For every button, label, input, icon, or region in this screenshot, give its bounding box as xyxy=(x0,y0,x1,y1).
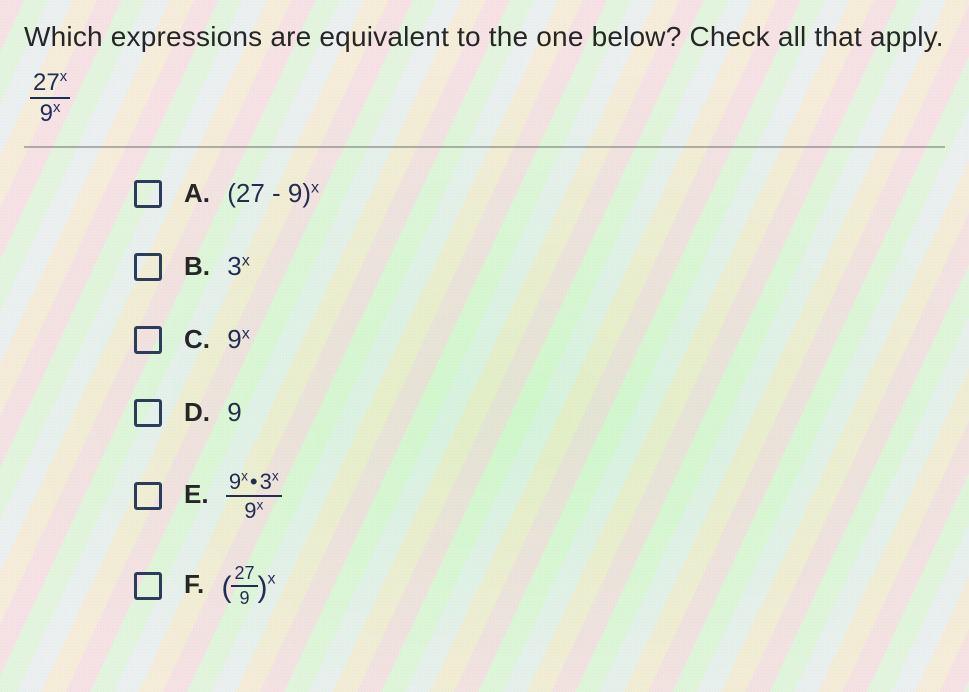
checkbox-a[interactable] xyxy=(134,180,162,208)
option-f-content: F. ( 27 9 )x xyxy=(184,564,276,608)
e-n1-base: 9 xyxy=(229,469,241,494)
option-a[interactable]: A. (27 - 9)x xyxy=(134,178,945,209)
question-prompt: Which expressions are equivalent to the … xyxy=(24,18,945,56)
option-e-denominator: 9x xyxy=(226,497,282,522)
e-d-exp: x xyxy=(256,498,263,513)
option-a-base: (27 - 9) xyxy=(227,178,311,208)
option-b-base: 3 xyxy=(227,251,241,281)
question-panel: Which expressions are equivalent to the … xyxy=(0,0,969,608)
f-num: 27 xyxy=(231,564,257,587)
option-e-numerator: 9x•3x xyxy=(226,470,282,497)
option-c[interactable]: C. 9x xyxy=(134,324,945,355)
checkbox-f[interactable] xyxy=(134,572,162,600)
option-c-exp: x xyxy=(242,325,250,343)
e-n2-exp: x xyxy=(272,469,279,484)
e-n1-exp: x xyxy=(241,469,248,484)
divider xyxy=(24,146,945,148)
fraction-denominator: 9x xyxy=(30,99,70,126)
checkbox-e[interactable] xyxy=(134,482,162,510)
option-c-content: C. 9x xyxy=(184,324,250,355)
option-b-letter: B. xyxy=(184,251,210,281)
den-exp: x xyxy=(53,100,60,116)
option-b-exp: x xyxy=(242,252,250,270)
option-f-letter: F. xyxy=(184,569,204,599)
option-a-letter: A. xyxy=(184,178,210,208)
option-d-content: D. 9 xyxy=(184,397,242,428)
option-d[interactable]: D. 9 xyxy=(134,397,945,428)
option-e[interactable]: E. 9x•3x 9x xyxy=(134,470,945,522)
option-e-letter: E. xyxy=(184,479,209,509)
option-a-exp: x xyxy=(311,179,319,197)
option-e-content: E. 9x•3x 9x xyxy=(184,470,282,522)
fraction-numerator: 27x xyxy=(30,70,70,99)
question-expression: 27x 9x xyxy=(30,70,945,126)
f-open: ( xyxy=(221,571,231,604)
option-b[interactable]: B. 3x xyxy=(134,251,945,282)
option-e-fraction: 9x•3x 9x xyxy=(226,470,282,522)
checkbox-b[interactable] xyxy=(134,253,162,281)
option-a-content: A. (27 - 9)x xyxy=(184,178,319,209)
f-outer-exp: x xyxy=(268,570,276,587)
option-b-content: B. 3x xyxy=(184,251,250,282)
option-c-expression: 9x xyxy=(227,324,250,354)
option-e-expression: 9x•3x 9x xyxy=(226,479,282,509)
f-den: 9 xyxy=(231,587,257,608)
e-n2-base: 3 xyxy=(260,469,272,494)
option-a-expression: (27 - 9)x xyxy=(227,178,319,208)
option-f[interactable]: F. ( 27 9 )x xyxy=(134,564,945,608)
option-b-expression: 3x xyxy=(227,251,250,281)
option-d-letter: D. xyxy=(184,397,210,427)
f-close: ) xyxy=(258,571,268,604)
option-d-expression: 9 xyxy=(227,397,241,427)
fraction-main: 27x 9x xyxy=(30,70,70,126)
e-dot: • xyxy=(248,469,260,494)
option-c-letter: C. xyxy=(184,324,210,354)
den-base: 9 xyxy=(40,100,53,127)
checkbox-c[interactable] xyxy=(134,326,162,354)
option-f-expression: ( 27 9 )x xyxy=(221,569,275,599)
options-list: A. (27 - 9)x B. 3x C. 9x xyxy=(24,178,945,608)
checkbox-d[interactable] xyxy=(134,399,162,427)
num-exp: x xyxy=(60,69,67,85)
option-c-base: 9 xyxy=(227,324,241,354)
num-base: 27 xyxy=(33,69,60,96)
option-f-fraction: 27 9 xyxy=(231,564,257,608)
e-d-base: 9 xyxy=(244,498,256,523)
